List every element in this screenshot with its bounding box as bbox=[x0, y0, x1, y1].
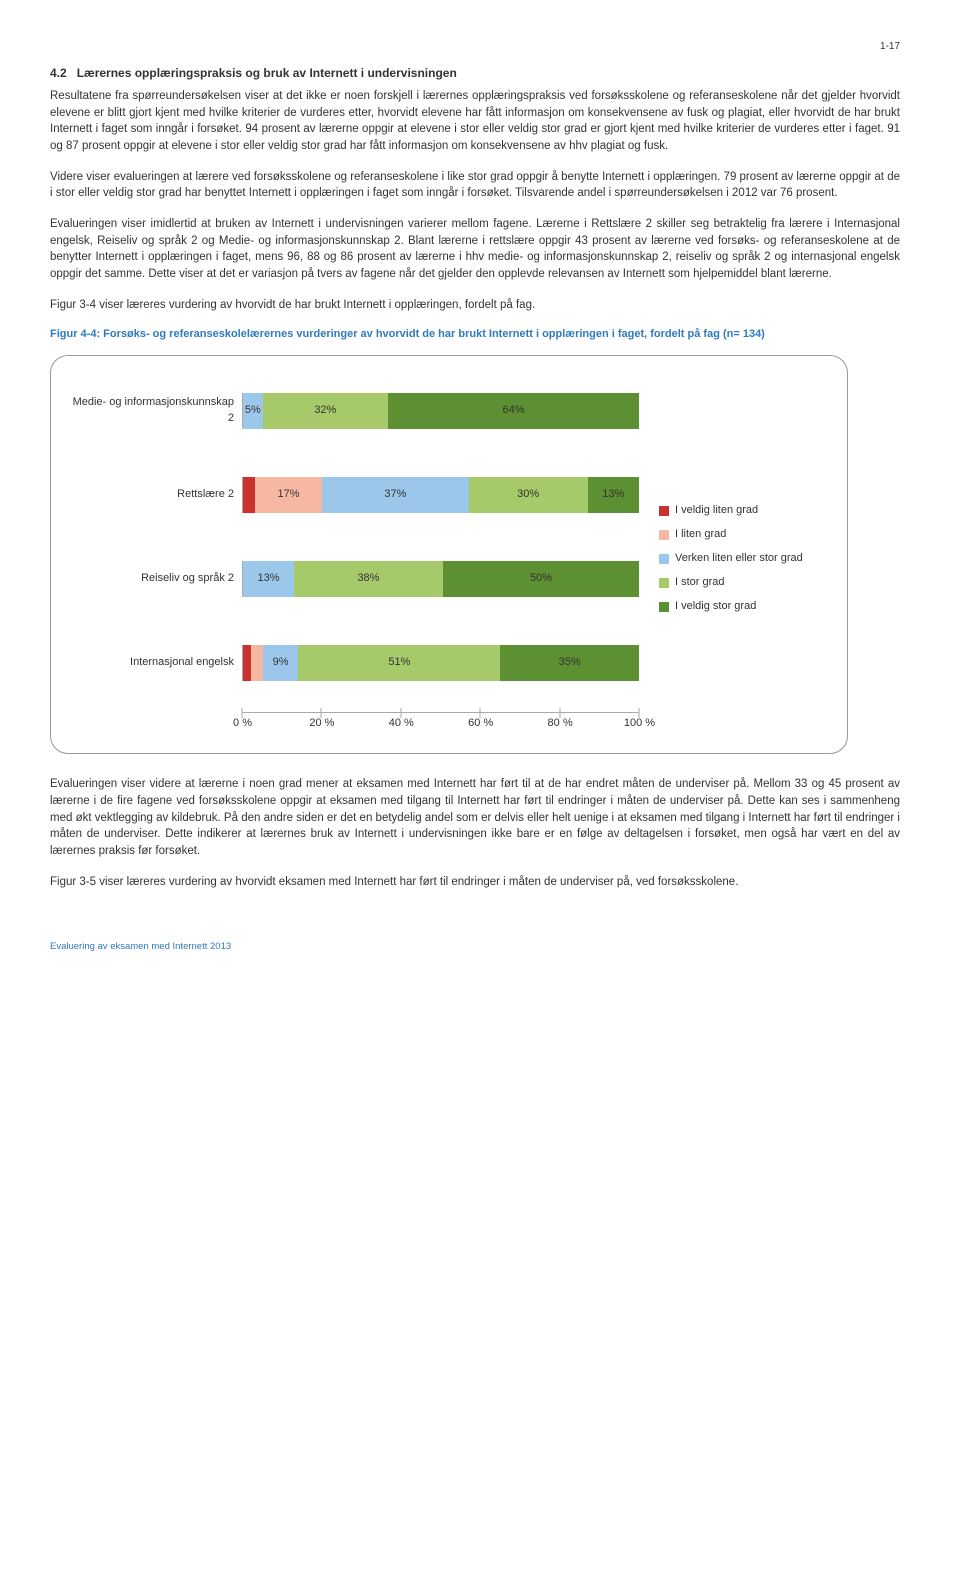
para-6: Figur 3-5 viser læreres vurdering av hvo… bbox=[50, 874, 900, 891]
legend-label: I stor grad bbox=[675, 575, 725, 591]
chart-plot: Medie- og informasjonskunnskap 25%32%64%… bbox=[69, 386, 639, 731]
axis-tick: 20 % bbox=[321, 708, 322, 718]
legend-label: I veldig liten grad bbox=[675, 503, 758, 519]
legend-label: Verken liten eller stor grad bbox=[675, 551, 803, 567]
bar-segment bbox=[243, 645, 251, 681]
bar-track: 5%32%64% bbox=[242, 393, 639, 429]
legend-swatch bbox=[659, 530, 669, 540]
chart-row-label: Medie- og informasjonskunnskap 2 bbox=[69, 395, 242, 427]
bar-segment: 37% bbox=[322, 477, 469, 513]
chart-frame: Medie- og informasjonskunnskap 25%32%64%… bbox=[50, 355, 848, 754]
legend-item: I liten grad bbox=[659, 527, 829, 543]
figure-caption: Figur 4-4: Forsøks- og referanseskolelær… bbox=[50, 327, 900, 343]
chart-row-label: Reiseliv og språk 2 bbox=[69, 571, 242, 587]
chart-row-label: Internasjonal engelsk bbox=[69, 655, 242, 671]
bar-segment: 5% bbox=[243, 393, 263, 429]
axis-tick: 40 % bbox=[400, 708, 401, 718]
bar-segment: 51% bbox=[298, 645, 500, 681]
heading-text: Lærernes opplæringspraksis og bruk av In… bbox=[77, 66, 457, 80]
bar-segment: 9% bbox=[263, 645, 299, 681]
para-4: Figur 3-4 viser læreres vurdering av hvo… bbox=[50, 297, 900, 314]
bar-segment: 35% bbox=[500, 645, 639, 681]
legend-swatch bbox=[659, 602, 669, 612]
chart-legend: I veldig liten grad I liten grad Verken li… bbox=[639, 386, 829, 731]
bar-segment bbox=[251, 645, 263, 681]
chart-row: Medie- og informasjonskunnskap 25%32%64% bbox=[69, 386, 639, 436]
chart-row-label: Rettslære 2 bbox=[69, 487, 242, 503]
bar-segment: 30% bbox=[469, 477, 588, 513]
legend-label: I liten grad bbox=[675, 527, 726, 543]
legend-swatch bbox=[659, 506, 669, 516]
section-heading: 4.2 Lærernes opplæringspraksis og bruk a… bbox=[50, 65, 900, 82]
chart-row: Reiseliv og språk 213%38%50% bbox=[69, 554, 639, 604]
legend-item: I veldig stor grad bbox=[659, 599, 829, 615]
axis-tick: 100 % bbox=[639, 708, 640, 718]
axis-tick: 60 % bbox=[480, 708, 481, 718]
bar-segment: 50% bbox=[443, 561, 639, 597]
footer-text: Evaluering av eksamen med Internett 2013 bbox=[50, 940, 900, 954]
axis-tick: 0 % bbox=[242, 708, 243, 718]
bar-segment: 13% bbox=[243, 561, 294, 597]
legend-item: I stor grad bbox=[659, 575, 829, 591]
bar-segment bbox=[243, 477, 255, 513]
legend-swatch bbox=[659, 578, 669, 588]
legend-item: Verken liten eller stor grad bbox=[659, 551, 829, 567]
para-3: Evalueringen viser imidlertid at bruken … bbox=[50, 216, 900, 283]
chart-axis: 0 %20 %40 %60 %80 %100 % bbox=[69, 712, 639, 731]
bar-segment: 13% bbox=[588, 477, 639, 513]
legend-label: I veldig stor grad bbox=[675, 599, 756, 615]
legend-item: I veldig liten grad bbox=[659, 503, 829, 519]
bar-segment: 32% bbox=[263, 393, 388, 429]
heading-num: 4.2 bbox=[50, 66, 67, 80]
legend-swatch bbox=[659, 554, 669, 564]
bar-track: 9%51%35% bbox=[242, 645, 639, 681]
chart-row: Rettslære 217%37%30%13% bbox=[69, 470, 639, 520]
bar-track: 13%38%50% bbox=[242, 561, 639, 597]
bar-segment: 17% bbox=[255, 477, 322, 513]
para-5: Evalueringen viser videre at lærerne i n… bbox=[50, 776, 900, 859]
bar-segment: 38% bbox=[294, 561, 443, 597]
axis-tick: 80 % bbox=[559, 708, 560, 718]
page-number: 1-17 bbox=[50, 40, 900, 55]
bar-track: 17%37%30%13% bbox=[242, 477, 639, 513]
chart-row: Internasjonal engelsk9%51%35% bbox=[69, 638, 639, 688]
para-2: Videre viser evalueringen at lærere ved … bbox=[50, 169, 900, 202]
para-1: Resultatene fra spørreundersøkelsen vise… bbox=[50, 88, 900, 155]
bar-segment: 64% bbox=[388, 393, 639, 429]
